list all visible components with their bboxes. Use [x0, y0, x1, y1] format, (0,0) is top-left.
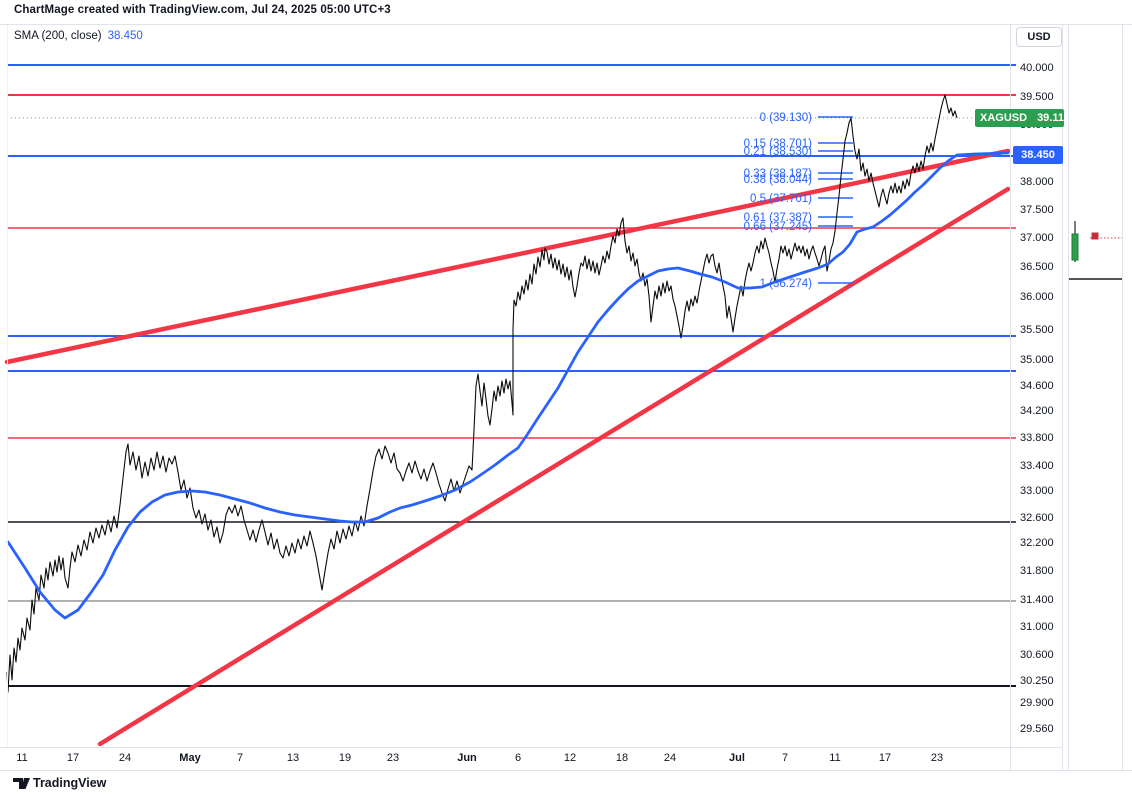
time-axis-tick: 11 — [16, 752, 28, 764]
trend-line — [97, 186, 1011, 747]
price-axis-tick: 31.400 — [1020, 594, 1054, 606]
price-axis-tick: 29.560 — [1020, 723, 1054, 735]
fib-level-label: 0 (39.130) — [760, 112, 813, 124]
mini-pane-right-border — [1122, 25, 1123, 770]
time-axis-tick: 24 — [118, 752, 132, 764]
time-axis[interactable]: 11 17 24 May 7 13 19 23 Jun 6 12 18 24 Jul 7 11 17 23 — [0, 748, 1010, 770]
fib-level-label: 0.5 (37.701) — [750, 193, 812, 205]
time-axis-tick: 13 — [286, 752, 300, 764]
fib-level-label: 0.33 (38.187) — [744, 168, 813, 180]
price-axis-tick: 31.000 — [1020, 621, 1054, 633]
price-axis-tick: 32.600 — [1020, 512, 1054, 524]
price-axis-tick: 31.800 — [1020, 565, 1054, 577]
fib-level-label: 0.38 (38.044) — [744, 174, 813, 186]
price-axis[interactable]: 40.00039.50039.00038.00037.50037.00036.5… — [1010, 25, 1062, 747]
price-axis-tick: 30.600 — [1020, 649, 1054, 661]
time-axis-tick: 12 — [563, 752, 577, 764]
price-axis-tick: 37.000 — [1020, 232, 1054, 244]
trend-line — [4, 148, 1011, 365]
price-axis-tick: 32.200 — [1020, 537, 1054, 549]
time-axis-tick: 18 — [615, 752, 629, 764]
price-axis-tick: 34.600 — [1020, 380, 1054, 392]
price-axis-tick: 34.200 — [1020, 405, 1054, 417]
price-axis-tick: 37.500 — [1020, 204, 1054, 216]
mini-pane-candle-body — [1071, 233, 1079, 261]
fib-level-label: 0.66 (37.245) — [744, 221, 813, 233]
time-axis-tick: May — [179, 752, 201, 764]
price-axis-left-border — [1010, 25, 1011, 770]
price-axis-tick: 36.500 — [1020, 261, 1054, 273]
last-price-value: 39.111 — [1037, 112, 1070, 124]
plot-left-border — [7, 25, 8, 747]
price-axis-tick: 39.500 — [1020, 91, 1054, 103]
last-price-badge: XAGUSD 39.111 — [975, 109, 1070, 127]
tradingview-logo-text[interactable]: TradingView — [33, 776, 107, 790]
time-axis-tick: 7 — [781, 752, 789, 764]
indicator-legend[interactable]: SMA (200, close) 38.450 — [14, 30, 143, 42]
footer-divider — [0, 770, 1132, 771]
tradingview-logo-icon[interactable] — [13, 776, 30, 791]
time-axis-tick: 6 — [514, 752, 522, 764]
time-axis-tick: 23 — [930, 752, 944, 764]
time-axis-tick: 7 — [236, 752, 244, 764]
chart-title-bar: ChartMage created with TradingView.com, … — [0, 0, 1132, 24]
time-axis-tick: 11 — [829, 752, 841, 764]
time-axis-tick: 23 — [386, 752, 400, 764]
time-axis-tick: Jun — [457, 752, 477, 764]
price-axis-tick: 30.250 — [1020, 675, 1054, 687]
chart-title: ChartMage created with TradingView.com, … — [14, 4, 391, 16]
price-axis-tick: 35.000 — [1020, 354, 1054, 366]
mini-pane-marker — [1091, 232, 1099, 240]
time-axis-tick: Jul — [729, 752, 745, 764]
time-axis-tick: 19 — [338, 752, 352, 764]
fib-level-label: 1 (36.274) — [760, 278, 813, 290]
time-axis-tick: 17 — [66, 752, 80, 764]
indicator-value: 38.450 — [107, 30, 143, 42]
price-axis-tick: 35.500 — [1020, 324, 1054, 336]
mini-pane-left-border — [1068, 25, 1069, 770]
price-axis-tick: 33.000 — [1020, 485, 1054, 497]
price-axis-right-border — [1062, 25, 1063, 770]
indicator-name: SMA (200, close) — [14, 30, 102, 42]
sma-line — [6, 151, 1010, 620]
fib-level-label: 0.61 (37.387) — [744, 212, 813, 224]
fib-level-label: 0.15 (38.701) — [744, 138, 813, 150]
footer-bar: TradingView — [0, 771, 1132, 797]
time-axis-divider — [0, 747, 1062, 748]
price-axis-tick: 38.000 — [1020, 176, 1054, 188]
price-axis-tick: 29.900 — [1020, 697, 1054, 709]
price-axis-tick: 33.800 — [1020, 432, 1054, 444]
price-series — [6, 94, 958, 693]
titlebar-divider — [0, 24, 1132, 25]
currency-scale-button[interactable]: USD — [1016, 27, 1062, 47]
sma-price-badge: 38.450 — [1013, 146, 1063, 164]
time-axis-tick: 17 — [878, 752, 892, 764]
price-axis-tick: 33.400 — [1020, 460, 1054, 472]
time-axis-tick: 24 — [663, 752, 677, 764]
fib-level-label: 0.21 (38.530) — [744, 146, 813, 158]
price-axis-tick: 40.000 — [1020, 62, 1054, 74]
symbol-label: XAGUSD — [980, 112, 1028, 124]
price-axis-tick: 36.000 — [1020, 291, 1054, 303]
